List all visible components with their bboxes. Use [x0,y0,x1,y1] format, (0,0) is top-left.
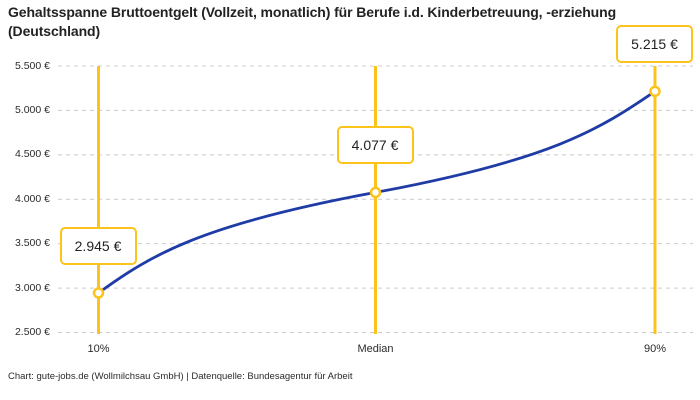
y-axis-label: 3.500 € [14,237,50,250]
data-point-marker [649,85,661,98]
y-axis-label: 3.000 € [14,281,50,294]
chart-footer: Chart: gute-jobs.de (Wollmilchsau GmbH) … [8,371,353,382]
value-label-box: 4.077 € [336,126,414,165]
y-axis-label: 5.500 € [14,59,50,72]
y-axis-label: 5.000 € [14,103,50,116]
y-axis-label: 4.000 € [14,192,50,205]
value-label-box: 2.945 € [59,226,137,265]
x-axis-label: Median [357,343,394,355]
x-axis-label: 90% [643,343,667,355]
data-point-marker [92,287,105,299]
data-point-marker [369,186,382,199]
value-label-box: 5.215 € [616,25,693,64]
chart-title: Gehaltsspanne Bruttoentgelt (Vollzeit, m… [8,4,617,39]
y-axis-label: 4.500 € [14,148,50,161]
x-axis-label: 10% [87,343,110,355]
y-axis-label: 2.500 € [14,326,50,338]
